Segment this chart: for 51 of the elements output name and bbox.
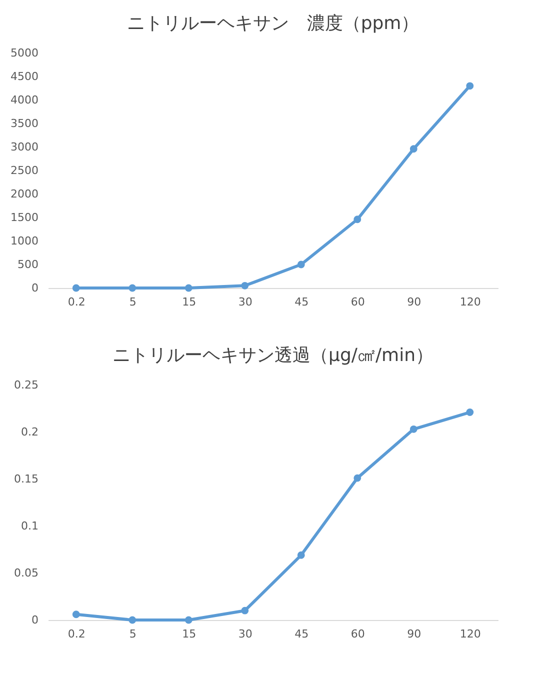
point <box>466 82 474 90</box>
y-tick-label: 3500 <box>10 117 38 130</box>
y-tick-label: 0.2 <box>21 426 38 438</box>
point <box>297 551 305 559</box>
point <box>72 284 80 292</box>
point <box>128 616 136 624</box>
x-tick-label: 45 <box>294 628 309 640</box>
y-tick-label: 0.15 <box>14 472 38 486</box>
point <box>72 610 80 618</box>
x-tick-label: 120 <box>460 296 481 308</box>
x-tick-label: 90 <box>407 296 422 308</box>
y-tick-label: 0 <box>32 282 38 294</box>
y-tick-label: 3000 <box>10 140 38 154</box>
point <box>410 145 418 153</box>
y-tick-label: 0.25 <box>14 378 38 392</box>
point <box>354 216 362 224</box>
point <box>128 284 136 292</box>
y-tick-label: 5000 <box>10 46 38 60</box>
x-tick-label: 5 <box>129 296 136 308</box>
point <box>184 284 192 292</box>
x-tick-label: 30 <box>238 628 252 640</box>
y-tick-label: 2000 <box>10 188 38 200</box>
x-tick-label: 45 <box>294 296 309 308</box>
x-tick-label: 15 <box>182 628 196 640</box>
point <box>241 606 249 614</box>
y-tick-label: 1000 <box>10 234 38 248</box>
y-tick-label: 2500 <box>10 164 38 177</box>
y-tick-label: 500 <box>18 258 38 271</box>
chart-title: ニトリルーヘキサン透過（μg/㎠/min） <box>112 345 434 366</box>
chart-title: ニトリルーヘキサン 濃度（ppm） <box>126 13 420 34</box>
x-tick-label: 120 <box>460 628 481 640</box>
point <box>410 425 418 433</box>
x-tick-label: 15 <box>182 296 196 308</box>
x-tick-label: 60 <box>350 296 365 308</box>
point <box>241 282 249 290</box>
y-tick-label: 0.05 <box>14 566 38 580</box>
y-tick-label: 4500 <box>10 70 38 83</box>
y-tick-label: 0 <box>32 614 38 626</box>
x-tick-label: 60 <box>350 628 365 640</box>
y-tick-label: 4000 <box>10 94 38 106</box>
x-tick-label: 5 <box>129 628 136 640</box>
x-tick-label: 90 <box>407 628 422 640</box>
y-tick-label: 0.1 <box>21 520 38 532</box>
x-tick-label: 0.2 <box>68 628 86 640</box>
point <box>184 616 192 624</box>
point <box>354 474 362 482</box>
point <box>297 260 305 268</box>
y-tick-label: 1500 <box>10 211 38 224</box>
x-tick-label: 30 <box>238 296 252 308</box>
x-tick-label: 0.2 <box>68 296 86 308</box>
point <box>466 408 474 416</box>
